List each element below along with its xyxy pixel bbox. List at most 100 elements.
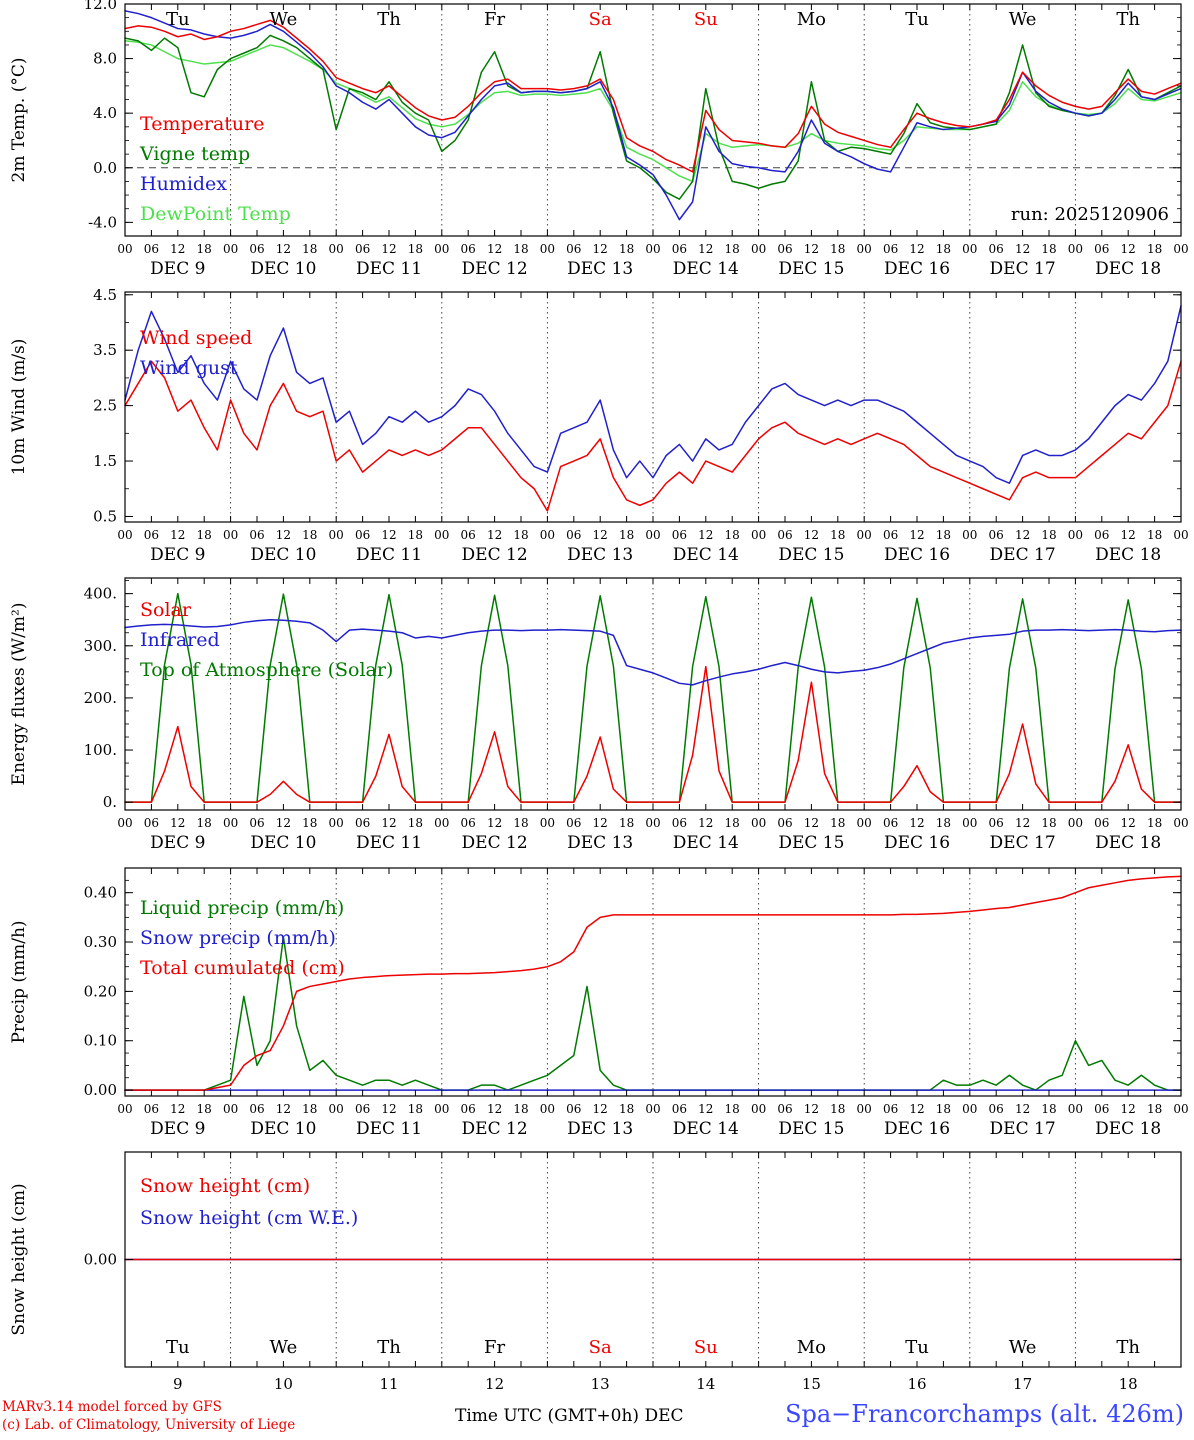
hour-tick-label: 18 [1147, 528, 1162, 542]
series-humidex [124, 10, 1182, 221]
hour-tick-label: 12 [804, 1102, 819, 1116]
hour-tick-label: 18 [513, 242, 528, 256]
hour-tick-label: 12 [909, 1102, 924, 1116]
hour-tick-label: 06 [777, 1102, 792, 1116]
day-label: DEC 9 [150, 833, 205, 853]
weekday-label: Th [377, 1337, 401, 1358]
hour-tick-label: 12 [487, 528, 502, 542]
hour-tick-label: 06 [355, 528, 370, 542]
hour-tick-label: 00 [857, 242, 872, 256]
hour-tick-label: 00 [1173, 528, 1188, 542]
weekday-label: We [1009, 1337, 1037, 1358]
hour-tick-label: 00 [962, 242, 977, 256]
hour-tick-label: 00 [540, 242, 555, 256]
day-label: DEC 16 [884, 545, 950, 565]
run-label: run: 2025120906 [1011, 204, 1169, 225]
hour-tick-label: 06 [989, 528, 1004, 542]
day-label: DEC 14 [673, 1119, 739, 1139]
hour-tick-label: 18 [513, 816, 528, 830]
hour-tick-label: 12 [487, 242, 502, 256]
panel-svg-1: 00 06 12 18 00 06 12 18 00 06 12 18 00 06 12 18 00 06 12 18… [9, 286, 1189, 565]
hour-tick-label: 00 [857, 816, 872, 830]
hour-tick-label: 00 [223, 1102, 238, 1116]
legend-item-snow-height-cm-w-e: Snow height (cm W.E.) [140, 1207, 358, 1229]
hour-tick-label: 18 [619, 816, 634, 830]
weekday-label: We [270, 9, 298, 30]
hour-tick-label: 12 [1015, 816, 1030, 830]
day-label: DEC 18 [1095, 833, 1161, 853]
panel-precip: 00 06 12 18 00 06 12 18 00 06 12 18 00 06 12 18 00 06 12 18… [0, 864, 1194, 1148]
hour-tick-label: 06 [566, 528, 581, 542]
hour-tick-label: 18 [513, 1102, 528, 1116]
hour-tick-label: 12 [698, 1102, 713, 1116]
day-number-label: 12 [485, 1375, 504, 1393]
day-label: DEC 16 [884, 1119, 950, 1139]
hour-tick-label: 18 [1041, 528, 1056, 542]
hour-tick-label: 00 [751, 1102, 766, 1116]
weekday-label: Su [694, 9, 718, 30]
hour-tick-label: 00 [434, 816, 449, 830]
hour-tick-label: 00 [540, 528, 555, 542]
hour-tick-label: 12 [170, 242, 185, 256]
hour-tick-label: 00 [117, 1102, 132, 1116]
y-tick-label: -4.0 [88, 213, 117, 231]
hour-tick-label: 18 [302, 528, 317, 542]
day-label: DEC 9 [150, 545, 205, 565]
hour-tick-label: 12 [381, 1102, 396, 1116]
hour-tick-label: 12 [170, 816, 185, 830]
hour-tick-label: 12 [593, 242, 608, 256]
hour-tick-label: 00 [645, 816, 660, 830]
hour-tick-label: 06 [672, 816, 687, 830]
station-title: Spa−Francorchamps (alt. 426m) [785, 1400, 1184, 1428]
day-label: DEC 18 [1095, 259, 1161, 279]
hour-tick-label: 06 [461, 1102, 476, 1116]
y-axis-title: 10m Wind (m/s) [9, 339, 29, 476]
day-label: DEC 13 [567, 545, 633, 565]
y-tick-label: 100. [84, 741, 117, 759]
hour-tick-label: 18 [936, 528, 951, 542]
hour-tick-label: 18 [830, 242, 845, 256]
hour-tick-label: 00 [540, 816, 555, 830]
hour-tick-label: 18 [1041, 816, 1056, 830]
model-credit-line1: MARv3.14 model forced by GFS [2, 1399, 222, 1415]
hour-tick-label: 18 [408, 242, 423, 256]
weekday-label: Mo [797, 9, 826, 30]
hour-tick-label: 12 [909, 528, 924, 542]
weekday-label: Sa [589, 1337, 612, 1358]
hour-tick-label: 00 [223, 816, 238, 830]
legend-item-snow-precip-mm-h: Snow precip (mm/h) [140, 927, 336, 949]
weekday-label: Tu [905, 9, 929, 30]
panel-svg-0: 00 06 12 18 00 06 12 18 00 06 12 18 00 06 12 18 00 06 12 18… [9, 0, 1189, 279]
hour-tick-label: 00 [223, 528, 238, 542]
footer: MARv3.14 model forced by GFS (c) Lab. of … [0, 1396, 1194, 1440]
hour-tick-label: 18 [197, 528, 212, 542]
day-label: DEC 17 [990, 545, 1056, 565]
day-label: DEC 14 [673, 833, 739, 853]
hour-tick-label: 06 [989, 1102, 1004, 1116]
hour-tick-label: 06 [144, 528, 159, 542]
hour-tick-label: 12 [1121, 1102, 1136, 1116]
weekday-label: Th [377, 9, 401, 30]
hour-tick-label: 18 [619, 1102, 634, 1116]
hour-tick-label: 00 [223, 242, 238, 256]
hour-tick-label: 18 [302, 242, 317, 256]
hour-tick-label: 18 [408, 816, 423, 830]
hour-tick-label: 12 [381, 528, 396, 542]
hour-tick-label: 06 [883, 816, 898, 830]
hour-tick-label: 06 [249, 1102, 264, 1116]
hour-tick-label: 12 [698, 816, 713, 830]
hour-tick-label: 18 [1147, 242, 1162, 256]
hour-tick-label: 12 [593, 816, 608, 830]
legend-item-liquid-precip-mm-h: Liquid precip (mm/h) [140, 897, 344, 919]
day-label: DEC 12 [462, 545, 528, 565]
hour-tick-label: 12 [381, 242, 396, 256]
panel-snow-height: 0.00 Tu 9 We 10 Th 11 Fr 12 Sa 13 Su 14 Mo 15 Tu 16 We 17 T… [0, 1148, 1194, 1396]
y-axis-title: 2m Temp. (°C) [9, 57, 29, 182]
day-label: DEC 13 [567, 259, 633, 279]
hour-tick-label: 00 [751, 242, 766, 256]
series-solar [124, 665, 1182, 803]
hour-tick-label: 12 [487, 1102, 502, 1116]
hour-tick-label: 18 [936, 1102, 951, 1116]
day-label: DEC 10 [250, 545, 316, 565]
